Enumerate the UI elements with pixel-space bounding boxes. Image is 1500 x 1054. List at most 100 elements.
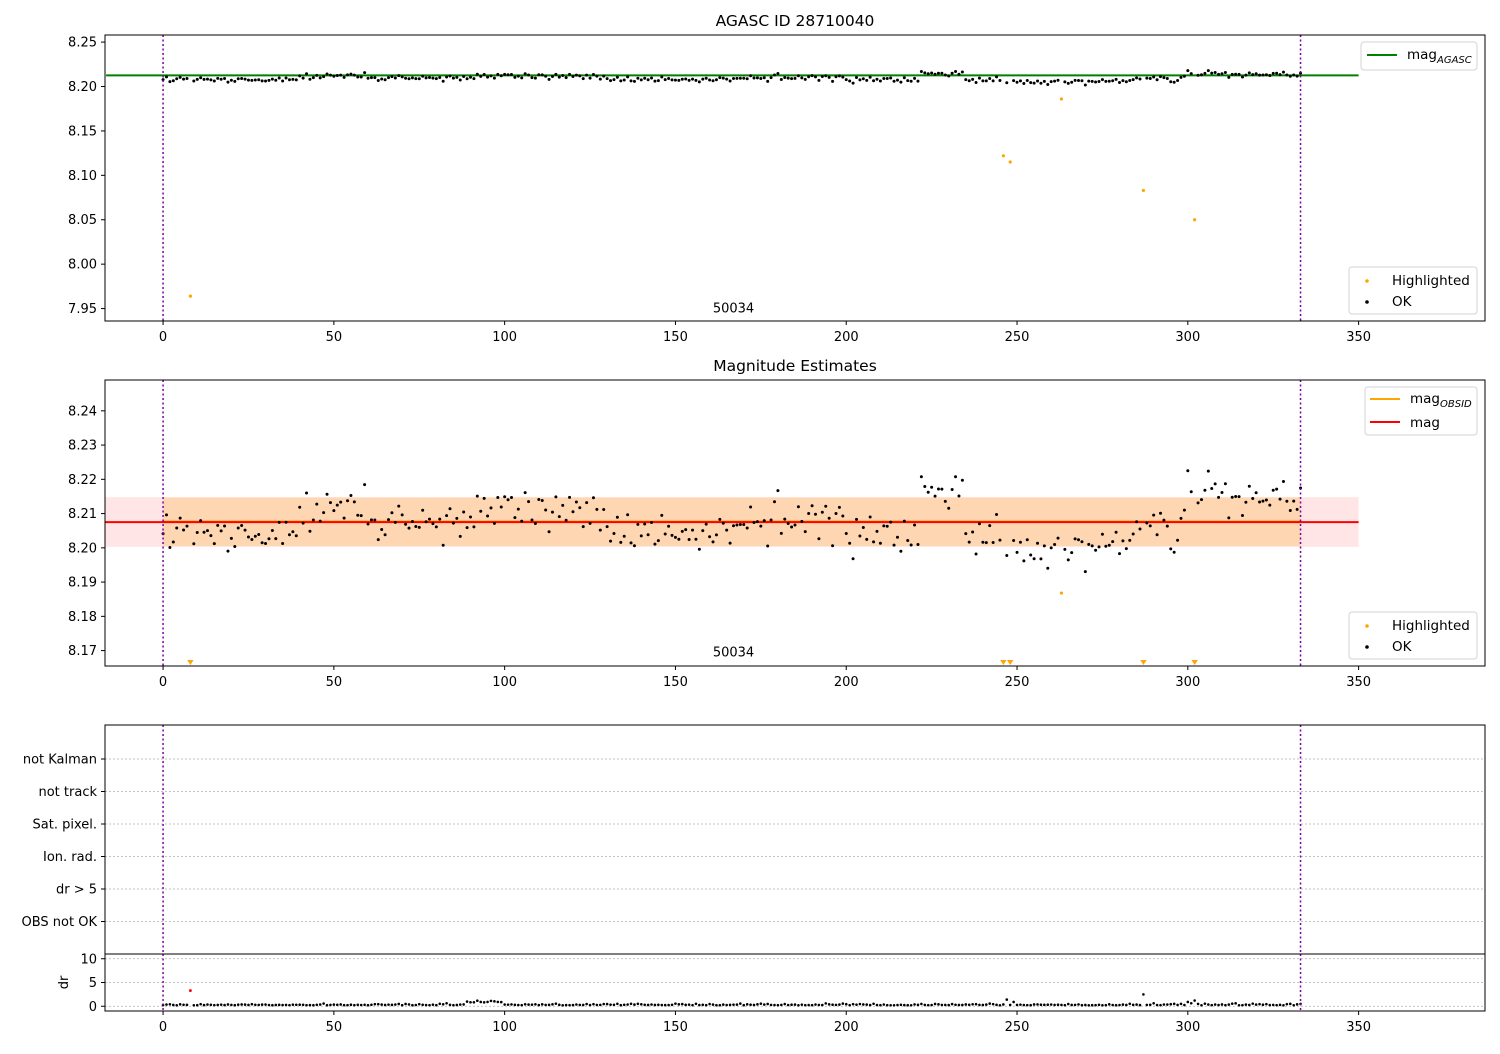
ok-point bbox=[612, 78, 616, 82]
dr-point bbox=[267, 1003, 271, 1007]
ok-point bbox=[1285, 499, 1289, 503]
ok-point bbox=[861, 77, 865, 81]
dr-point bbox=[821, 1003, 824, 1007]
ok-point bbox=[844, 532, 848, 536]
ok-point bbox=[260, 541, 264, 545]
dr-point bbox=[571, 1003, 575, 1007]
ok-point bbox=[831, 544, 835, 548]
dr-point bbox=[810, 1003, 814, 1007]
dr-point bbox=[800, 1003, 804, 1006]
dr-point bbox=[1186, 1000, 1190, 1004]
ok-point bbox=[489, 506, 493, 510]
highlighted-point bbox=[188, 294, 192, 298]
ok-point bbox=[223, 77, 227, 81]
ok-point bbox=[257, 78, 261, 82]
ok-point bbox=[229, 536, 233, 540]
dr-point bbox=[568, 1003, 571, 1007]
dr-point bbox=[629, 1002, 633, 1006]
dr-point bbox=[1227, 1003, 1231, 1006]
dr-point bbox=[458, 1003, 462, 1006]
ok-point bbox=[810, 74, 814, 78]
dr-point bbox=[964, 1003, 968, 1006]
ok-point bbox=[1295, 507, 1299, 511]
dr-point bbox=[1080, 1003, 1084, 1007]
ok-point bbox=[1114, 530, 1118, 534]
ok-point bbox=[684, 528, 688, 532]
ok-point bbox=[1104, 544, 1108, 548]
ok-point bbox=[786, 76, 790, 80]
dr-point bbox=[308, 1003, 312, 1007]
y-tick-label: 8.21 bbox=[68, 507, 97, 522]
ok-point bbox=[182, 77, 186, 81]
ok-point bbox=[796, 74, 800, 78]
ok-point bbox=[1251, 496, 1255, 500]
ok-point bbox=[281, 79, 285, 83]
ok-point bbox=[609, 539, 613, 543]
ok-point bbox=[971, 77, 975, 81]
ok-point bbox=[854, 517, 858, 521]
ok-point bbox=[943, 73, 947, 77]
ok-point bbox=[277, 76, 281, 80]
dr-point bbox=[441, 1003, 445, 1006]
ok-point bbox=[428, 517, 432, 521]
dr-point bbox=[465, 1000, 469, 1003]
dr-point bbox=[838, 1003, 841, 1006]
dr-point bbox=[865, 1003, 869, 1006]
x-tick-label: 300 bbox=[1175, 1020, 1200, 1035]
ok-point bbox=[568, 72, 572, 76]
ok-point bbox=[817, 537, 821, 541]
ok-point bbox=[182, 528, 186, 532]
ok-point bbox=[1292, 499, 1296, 503]
ok-point bbox=[1158, 511, 1162, 515]
dr-point bbox=[168, 1002, 172, 1006]
ok-point bbox=[1121, 79, 1125, 83]
ok-point bbox=[878, 541, 882, 545]
ok-point bbox=[629, 79, 633, 83]
dr-point bbox=[1237, 1003, 1241, 1007]
dr-point bbox=[530, 1003, 534, 1006]
ok-point bbox=[1131, 78, 1135, 82]
ok-point bbox=[1053, 543, 1057, 547]
dr-point bbox=[575, 1003, 578, 1006]
dr-point bbox=[1029, 1003, 1032, 1007]
dr-point bbox=[967, 1003, 971, 1007]
ok-point bbox=[547, 530, 551, 534]
dr-point bbox=[998, 1003, 1002, 1007]
ok-point bbox=[346, 73, 350, 77]
ok-point bbox=[448, 74, 452, 78]
ok-point bbox=[175, 526, 179, 530]
dr-point bbox=[1155, 1003, 1159, 1007]
ok-point bbox=[455, 516, 459, 520]
dr-point bbox=[1234, 1002, 1237, 1005]
dr-point bbox=[383, 1003, 387, 1007]
ok-point bbox=[311, 76, 315, 80]
ok-point bbox=[585, 73, 589, 77]
ok-point bbox=[335, 74, 339, 78]
ok-point bbox=[667, 524, 671, 528]
ok-point bbox=[332, 74, 336, 78]
ok-point bbox=[759, 77, 763, 81]
ok-point bbox=[410, 520, 414, 524]
ok-point bbox=[591, 72, 595, 76]
ok-point bbox=[564, 76, 568, 80]
ok-point bbox=[981, 79, 985, 83]
dr-point bbox=[424, 1003, 428, 1007]
dr-point bbox=[1285, 1002, 1289, 1006]
dr-point bbox=[1254, 1003, 1258, 1006]
dr-point bbox=[848, 1003, 851, 1007]
ok-point bbox=[981, 540, 985, 544]
dr-point bbox=[903, 1003, 906, 1007]
ok-point bbox=[960, 70, 964, 74]
ok-point bbox=[974, 552, 978, 556]
ok-point bbox=[554, 72, 558, 76]
dr-point bbox=[496, 1000, 500, 1004]
dr-point bbox=[950, 1002, 954, 1006]
ok-point bbox=[708, 78, 712, 82]
ok-point bbox=[1107, 543, 1111, 547]
ok-point bbox=[318, 76, 322, 80]
ok-point bbox=[359, 514, 363, 518]
dr-point bbox=[551, 1003, 554, 1006]
dr-point bbox=[342, 1003, 346, 1007]
ok-point bbox=[841, 75, 845, 79]
ok-point bbox=[369, 76, 373, 80]
